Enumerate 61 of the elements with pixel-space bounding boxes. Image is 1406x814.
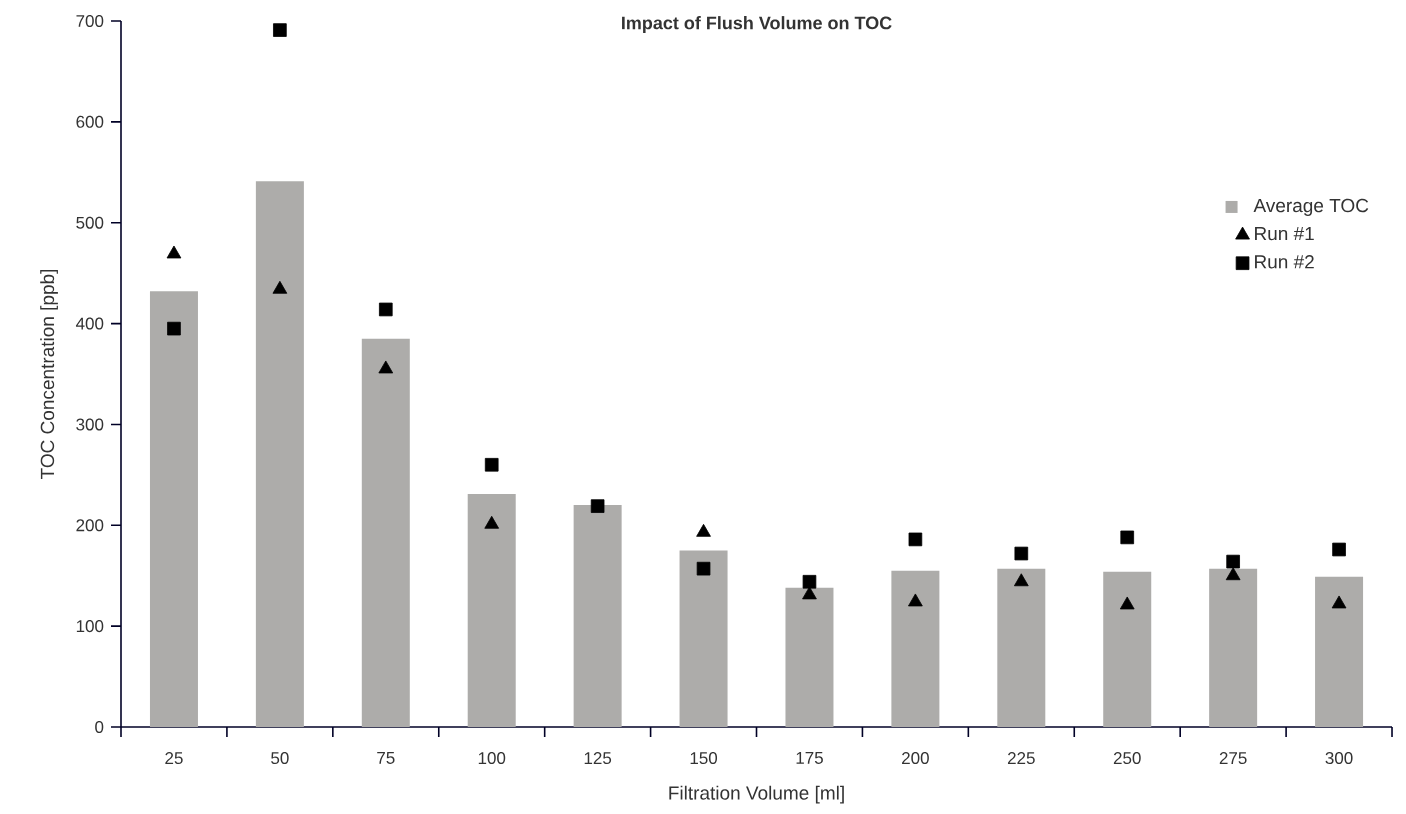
x-tick-label: 125 bbox=[584, 752, 612, 765]
legend-label: Run #1 bbox=[1255, 227, 1314, 241]
point bbox=[802, 574, 817, 589]
x-tick-label: 300 bbox=[1325, 752, 1353, 765]
point bbox=[1332, 542, 1346, 557]
y-tick-label: 700 bbox=[76, 14, 104, 28]
y-axis-title: TOC Concentration [ppb] bbox=[40, 269, 58, 479]
y-tick-label: 200 bbox=[76, 519, 104, 532]
x-tick-label: 200 bbox=[902, 752, 929, 765]
x-tick-label: 175 bbox=[796, 752, 823, 764]
bar bbox=[467, 494, 516, 727]
point bbox=[273, 23, 287, 37]
legend-label: Average TOC bbox=[1253, 198, 1369, 217]
point bbox=[590, 499, 605, 513]
point bbox=[1120, 530, 1135, 545]
point bbox=[802, 586, 817, 600]
bar bbox=[891, 570, 940, 727]
y-tick-label: 500 bbox=[76, 216, 104, 229]
chart-title: Impact of Flush Volume on TOC bbox=[622, 16, 892, 33]
point bbox=[379, 302, 393, 317]
point bbox=[484, 457, 499, 472]
bar bbox=[1103, 571, 1152, 727]
point bbox=[696, 523, 711, 537]
point bbox=[1331, 595, 1347, 609]
point bbox=[1225, 567, 1241, 581]
bar bbox=[785, 587, 834, 727]
bar bbox=[149, 291, 198, 727]
point bbox=[696, 561, 711, 576]
point bbox=[1014, 546, 1029, 561]
bar bbox=[997, 568, 1046, 727]
x-tick-label: 150 bbox=[690, 752, 718, 765]
x-axis-title: Filtration Volume [ml] bbox=[669, 785, 844, 804]
x-tick-label: 50 bbox=[271, 752, 289, 765]
y-tick-label: 400 bbox=[75, 317, 104, 330]
x-tick-label: 100 bbox=[478, 752, 506, 765]
legend-label: Run #2 bbox=[1255, 255, 1314, 269]
x-tick-label: 250 bbox=[1113, 752, 1141, 765]
y-tick-label: 600 bbox=[76, 115, 104, 128]
bar bbox=[1209, 568, 1258, 727]
point bbox=[272, 280, 288, 294]
y-tick-label: 300 bbox=[76, 418, 104, 431]
point bbox=[908, 532, 923, 547]
x-tick-label: 225 bbox=[1007, 752, 1035, 765]
point bbox=[167, 321, 181, 336]
x-tick-label: 25 bbox=[165, 752, 183, 765]
y-tick-label: 100 bbox=[76, 620, 104, 633]
bar bbox=[679, 550, 728, 727]
point bbox=[484, 515, 500, 529]
point bbox=[378, 360, 394, 374]
point bbox=[1226, 554, 1240, 569]
point bbox=[908, 593, 923, 607]
x-tick-label: 75 bbox=[377, 752, 395, 764]
x-tick-label: 275 bbox=[1219, 752, 1247, 765]
point bbox=[1013, 573, 1029, 587]
bar bbox=[255, 181, 304, 727]
bar bbox=[1315, 576, 1364, 727]
point bbox=[1119, 596, 1135, 610]
point bbox=[166, 245, 182, 259]
bar bbox=[361, 338, 410, 727]
bar bbox=[573, 505, 622, 727]
y-tick-label: 0 bbox=[95, 720, 104, 734]
